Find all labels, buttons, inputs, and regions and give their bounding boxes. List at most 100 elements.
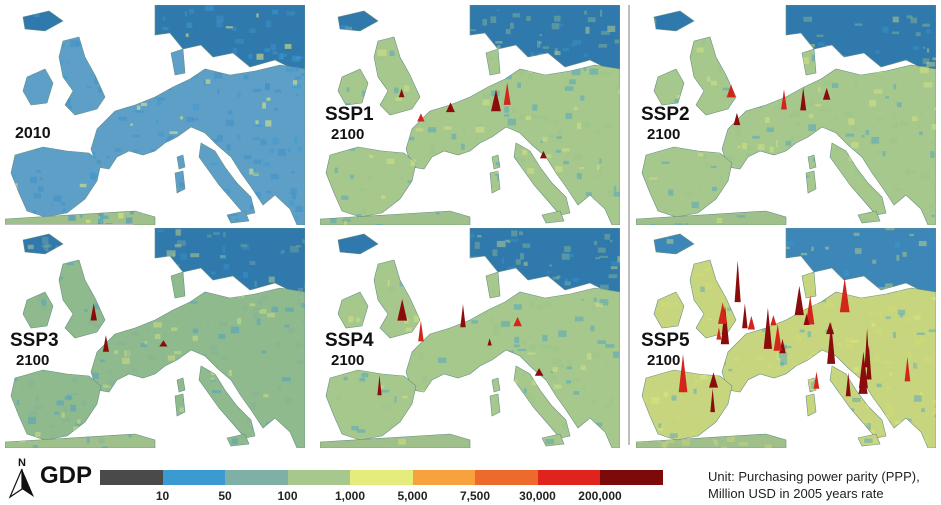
land-corsica [176,154,186,170]
gdp-spike [398,88,405,98]
gdp-spike [678,354,688,393]
colorbar-tick-label: 30,000 [519,489,556,503]
panel-label: SSP1 2100 [325,105,374,142]
gdp-spike [487,338,492,346]
map-panel-2010: 2010 [5,5,305,225]
land-sicily [857,210,881,224]
land-jutland [485,48,501,76]
colorbar-segment [350,470,413,485]
land-sicily [541,433,565,447]
gdp-spike [763,307,772,349]
gdp-spike [418,320,424,342]
land-jutland [485,271,501,299]
land-continent [405,64,620,225]
gdp-spike [839,278,850,313]
gdp-spike [827,322,836,364]
colorbar-tick-label: 10 [155,489,170,503]
land-jutland [170,48,186,76]
colorbar-segment [537,470,600,485]
colorbar-tick-label: 200,000 [578,489,622,503]
land-ireland [22,291,54,329]
map-panel-ssp3: SSP3 2100 [5,228,305,448]
panel-label: 2010 [15,123,51,142]
panel-year: 2100 [16,352,50,369]
gdp-spike [102,335,109,352]
gdp-spike [794,285,804,316]
land-sicily [857,433,881,447]
land-jutland [801,271,817,299]
gdp-spike [747,315,755,330]
north-label: N [18,457,26,469]
land-ireland [22,68,54,106]
land-africa [5,210,156,225]
gdp-spike [813,371,820,389]
land-italy [198,142,256,216]
gdp-spike [716,327,722,340]
land-sicily [226,433,250,447]
gdp-spike [858,351,868,389]
land-sardinia [489,393,501,417]
panel-label: SSP2 2100 [641,105,690,142]
land-italy [513,365,571,439]
europe-gdp-map [320,228,620,448]
colorbar-segment [412,470,475,485]
panel-scenario: SSP2 [641,104,690,125]
land-scandinavia [785,5,936,76]
land-iberia [10,369,102,441]
panel-scenario: SSP5 [641,330,690,351]
land-sardinia [805,393,817,417]
horizontal-divider [5,224,133,225]
panel-scenario: SSP3 [10,330,59,351]
land-iceland [337,10,379,32]
land-iceland [337,233,379,255]
land-iceland [653,233,695,255]
gdp-spike [845,372,851,397]
land-britain [689,259,737,339]
land-sardinia [489,170,501,194]
colorbar-tick-label: 7,500 [459,489,491,503]
gdp-spike [904,356,911,382]
gdp-spike [539,150,547,159]
vertical-divider [628,5,630,445]
panel-year: 2100 [647,352,681,369]
gdp-spike [720,305,730,345]
land-sicily [541,210,565,224]
panel-label: SSP4 2100 [325,331,374,368]
land-sardinia [174,170,186,194]
colorbar-segment [600,470,663,485]
gdp-spike [805,295,815,325]
land-africa [5,433,156,448]
land-sardinia [174,393,186,417]
gdp-spike [864,328,870,368]
land-ireland [337,291,369,329]
panel-year: 2100 [331,352,365,369]
colorbar-tick-label: 5,000 [397,489,428,503]
gdp-spike [770,315,777,326]
land-britain [373,259,421,339]
land-corsica [807,154,817,170]
gdp-spike [773,324,782,351]
land-britain [373,36,421,116]
land-italy [829,365,887,439]
legend-title: GDP [40,462,93,489]
land-iberia [325,146,417,218]
gdp-spike [781,89,787,110]
land-iberia [10,146,102,218]
land-iceland [22,10,64,32]
gdp-spike [710,388,715,413]
panel-scenario: SSP1 [325,104,374,125]
land-africa [320,433,471,448]
panel-scenario: SSP4 [325,330,374,351]
gdp-spike [397,299,408,321]
land-ireland [337,68,369,106]
land-continent [90,287,305,448]
colorbar-segment [287,470,350,485]
gdp-spike [446,102,455,113]
gdp-spike [803,313,810,325]
land-corsica [491,377,501,393]
land-iberia [641,369,733,441]
gdp-spike [826,322,835,335]
land-italy [513,142,571,216]
gdp-spike [709,372,718,388]
north-arrow-icon: N [8,457,34,499]
